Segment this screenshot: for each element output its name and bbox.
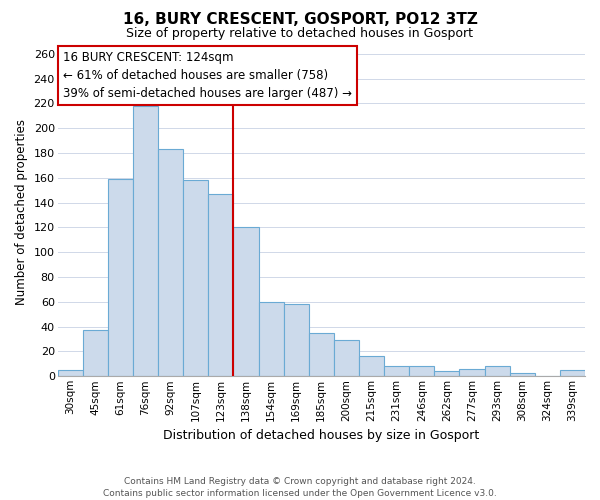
Y-axis label: Number of detached properties: Number of detached properties (15, 119, 28, 305)
Bar (560, 370, 585, 376)
Text: 16, BURY CRESCENT, GOSPORT, PO12 3TZ: 16, BURY CRESCENT, GOSPORT, PO12 3TZ (122, 12, 478, 28)
Bar (83, 330, 108, 376)
Bar (208, 194, 233, 376)
X-axis label: Distribution of detached houses by size in Gosport: Distribution of detached houses by size … (163, 430, 479, 442)
Text: Contains HM Land Registry data © Crown copyright and database right 2024.
Contai: Contains HM Land Registry data © Crown c… (103, 476, 497, 498)
Bar (158, 149, 183, 376)
Bar (334, 340, 359, 376)
Bar (284, 304, 309, 376)
Bar (485, 366, 509, 376)
Bar (409, 366, 434, 376)
Bar (460, 369, 485, 376)
Bar (58, 370, 83, 376)
Bar (384, 366, 409, 376)
Bar (183, 180, 208, 376)
Text: Size of property relative to detached houses in Gosport: Size of property relative to detached ho… (127, 28, 473, 40)
Bar (309, 333, 334, 376)
Bar (259, 302, 284, 376)
Bar (434, 372, 460, 376)
Bar (233, 228, 259, 376)
Bar (359, 356, 384, 376)
Text: 16 BURY CRESCENT: 124sqm
← 61% of detached houses are smaller (758)
39% of semi-: 16 BURY CRESCENT: 124sqm ← 61% of detach… (63, 51, 352, 100)
Bar (509, 372, 535, 376)
Bar (108, 179, 133, 376)
Bar (133, 106, 158, 376)
